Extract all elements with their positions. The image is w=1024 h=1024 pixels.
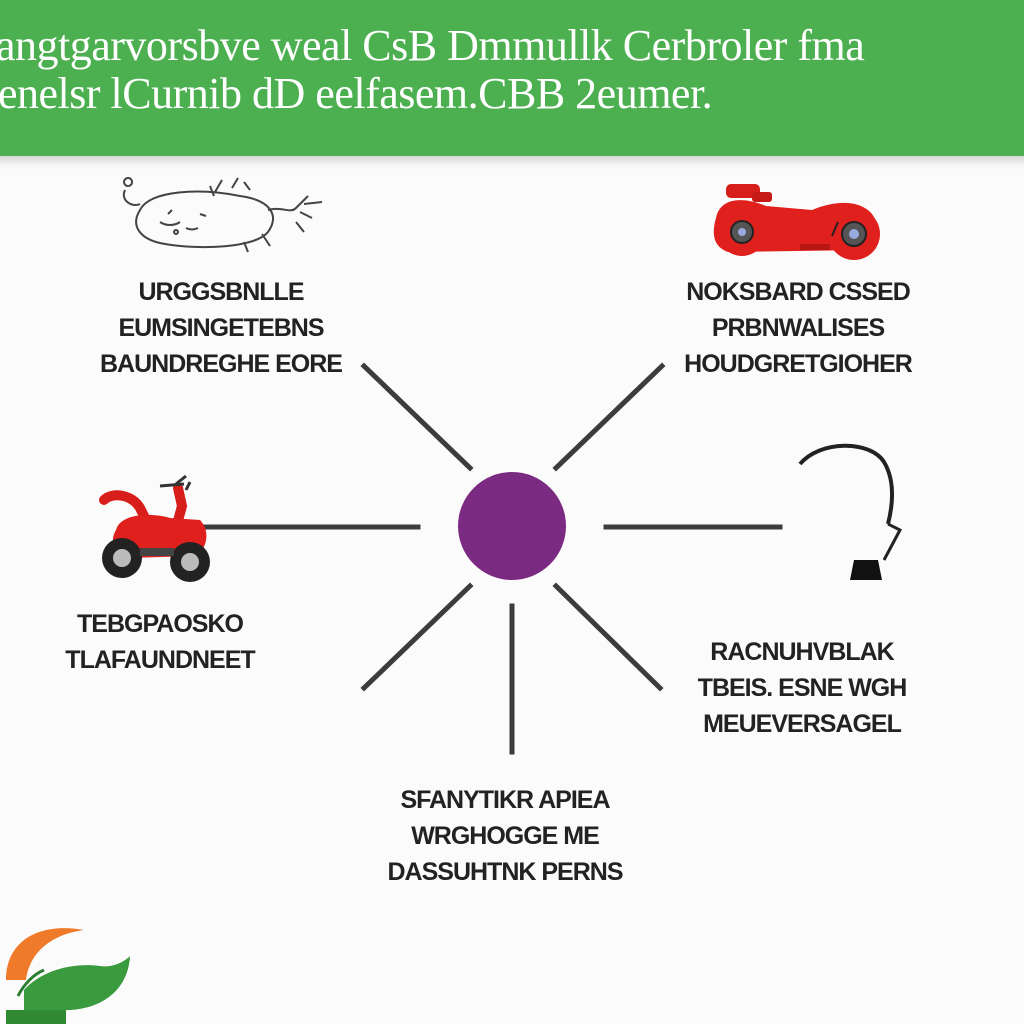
red-scooter-icon (99, 474, 210, 582)
label-line: PRBNWALISES (711, 314, 885, 342)
spoke-top-left (360, 362, 474, 472)
header-title-line-1: angtgarvorsbve weal CsB Dmmullk Cerbrole… (0, 21, 865, 70)
label-right: RACNUHVBLAK TBEIS. ESNE WGH MEUEVERSAGEL (664, 634, 940, 742)
header-shadow (0, 156, 1024, 170)
header-title-line-2: enelsr lCurnib dD eelfasem.CBB 2eumer. (0, 69, 713, 118)
red-motorcycle-icon (713, 184, 880, 260)
label-bottom: SFANYTIKR APIEA WRGHOGGE ME DASSUHTNK PE… (360, 782, 650, 890)
label-left: TEBGPAOSKO TLAFAUNDNEET (50, 606, 270, 678)
label-line: MEUEVERSAGEL (703, 710, 902, 738)
label-line: SFANYTIKR APIEA (400, 786, 610, 814)
label-line: NOKSBARD CSSED (686, 278, 911, 306)
leaf-logo-icon (6, 928, 130, 1024)
label-line: TEBGPAOSKO (77, 610, 244, 638)
label-line: URGGSBNLLE (138, 278, 305, 306)
spoke-top-right (552, 362, 666, 472)
label-top-left: URGGSBNLLE EUMSINGETEBNS BAUNDREGHE EORE (96, 274, 346, 382)
label-line: DASSUHTNK PERNS (387, 858, 623, 886)
label-line: TBEIS. ESNE WGH (697, 674, 908, 702)
spokes (183, 362, 783, 755)
spoke-bottom-left (360, 582, 474, 692)
label-line: BAUNDREGHE EORE (100, 350, 343, 378)
hook-lamp-icon (798, 443, 903, 580)
label-line: WRGHOGGE ME (411, 822, 600, 850)
label-top-right: NOKSBARD CSSED PRBNWALISES HOUDGRETGIOHE… (670, 274, 926, 382)
label-line: RACNUHVBLAK (710, 638, 894, 666)
spoke-bottom-right (552, 582, 664, 692)
header-banner: angtgarvorsbve weal CsB Dmmullk Cerbrole… (0, 0, 1024, 156)
sketch-animal-icon (122, 177, 323, 253)
hub-circle (458, 472, 566, 580)
label-line: TLAFAUNDNEET (65, 646, 255, 674)
label-line: HOUDGRETGIOHER (684, 350, 913, 378)
label-line: EUMSINGETEBNS (118, 314, 324, 342)
